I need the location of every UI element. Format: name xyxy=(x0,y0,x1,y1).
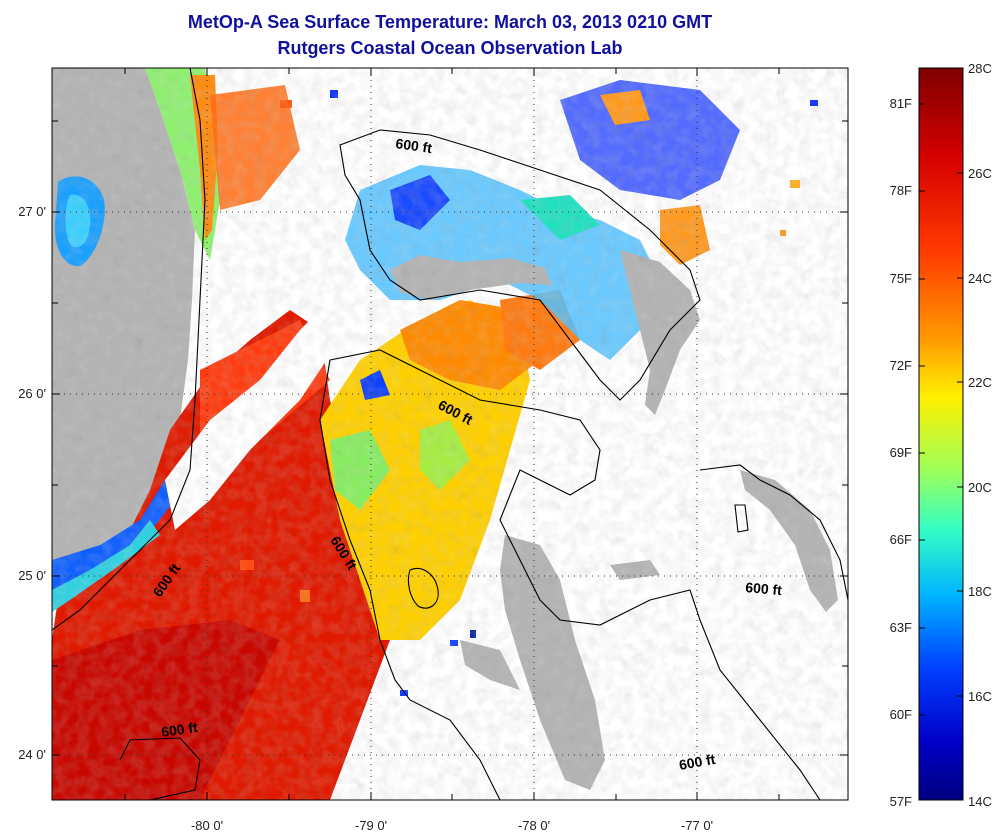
colorbar-fahrenheit-label: 75F xyxy=(890,271,912,286)
colorbar-fahrenheit-label: 69F xyxy=(890,445,912,460)
colorbar-celsius-label: 20C xyxy=(968,480,992,495)
colorbar-fahrenheit-label: 63F xyxy=(890,620,912,635)
contour-eleuthera xyxy=(699,464,848,601)
lat-tick-label: 27 0' xyxy=(18,204,46,219)
map-frame xyxy=(51,67,849,801)
bathymetry-contours xyxy=(52,68,848,800)
contour-label: 600 ft xyxy=(395,135,434,156)
colorbar-fahrenheit-label: 72F xyxy=(890,358,912,373)
colorbar-fahrenheit-label: 60F xyxy=(890,707,912,722)
colorbar-ramp xyxy=(918,67,964,801)
lon-tick-label: -77 0' xyxy=(681,818,713,833)
lat-tick-label: 24 0' xyxy=(18,747,46,762)
colorbar-celsius-label: 24C xyxy=(968,271,992,286)
colorbar-celsius-label: 18C xyxy=(968,584,992,599)
lon-tick-label: -80 0' xyxy=(191,818,223,833)
colorbar-fahrenheit-label: 81F xyxy=(890,96,912,111)
colorbar-celsius-label: 14C xyxy=(968,794,992,809)
map-title: MetOp-A Sea Surface Temperature: March 0… xyxy=(187,12,713,32)
contour-great-bahama-bank xyxy=(329,349,821,800)
contour-label: 600 ft xyxy=(160,719,199,740)
map-content: 600 ft 600 ft 600 ft 600 ft 600 ft 600 f… xyxy=(52,68,848,800)
graticule xyxy=(52,68,848,800)
colorbar-celsius-label: 16C xyxy=(968,689,992,704)
colorbar-celsius-label: 26C xyxy=(968,166,992,181)
colorbar-fahrenheit-label: 66F xyxy=(890,532,912,547)
lon-tick-label: -79 0' xyxy=(355,818,387,833)
colorbar: 28C 26C 24C 22C 20C 18C 16C 14C 81F 78F … xyxy=(890,61,992,809)
map-subtitle: Rutgers Coastal Ocean Observation Lab xyxy=(277,38,623,58)
contour-label: 600 ft xyxy=(678,751,717,773)
colorbar-ticks xyxy=(919,103,963,716)
frame-ticks xyxy=(52,68,848,800)
contour-label: 600 ft xyxy=(745,579,783,598)
colorbar-celsius-label: 22C xyxy=(968,375,992,390)
lat-tick-label: 25 0' xyxy=(18,568,46,583)
contour-florida-shelf xyxy=(52,68,206,631)
contour-west-bank xyxy=(319,359,501,800)
colorbar-fahrenheit-label: 78F xyxy=(890,183,912,198)
colorbar-celsius-label: 28C xyxy=(968,61,992,76)
lon-tick-label: -78 0' xyxy=(518,818,550,833)
colorbar-fahrenheit-label: 57F xyxy=(890,794,912,809)
contour-south-west xyxy=(119,737,201,800)
contour-little-bahama-bank xyxy=(339,129,701,401)
lat-tick-label: 26 0' xyxy=(18,386,46,401)
